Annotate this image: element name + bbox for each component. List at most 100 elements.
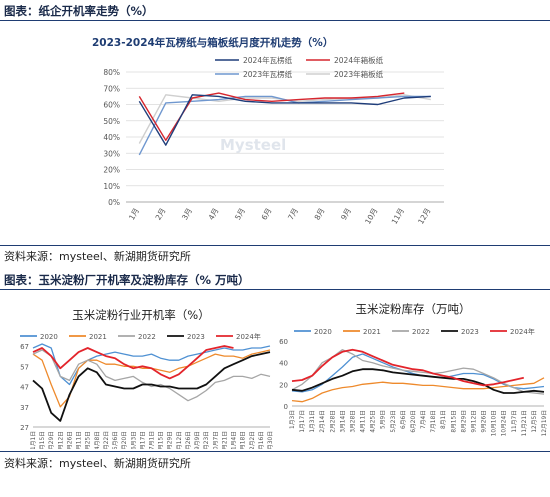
x-tick-label: 7月1日: [149, 431, 156, 449]
series-line: [32, 343, 271, 386]
x-tick-label: 5月6日: [112, 431, 119, 449]
series-line: [291, 377, 545, 403]
y-tick-label: 27: [20, 424, 29, 432]
y-tick-label: 40%: [103, 133, 120, 142]
y-tick-label: 37: [20, 404, 29, 412]
x-tick-label: 12月16日: [258, 431, 265, 449]
x-tick-label: 12月5日: [531, 410, 538, 433]
x-tick-label: 8月1日: [440, 410, 447, 429]
y-tick-label: 20: [279, 381, 288, 389]
legend-label: 2023: [187, 333, 205, 341]
x-tick-label: 3月25日: [85, 431, 92, 449]
x-tick-label: 10月21日: [221, 431, 228, 449]
figure-caption-1: 图表：纸企开机率走势（%）: [4, 4, 154, 18]
source-note-2: 资料来源：mysteel、新湖期货研究所: [4, 457, 191, 470]
x-tick-label: 9月9日: [194, 431, 201, 449]
chart-title: 玉米淀粉行业开机率（%）: [72, 308, 209, 322]
x-tick-label: 11月: [390, 207, 406, 226]
x-tick-label: 6月17日: [139, 431, 146, 449]
x-tick-label: 10月7日: [212, 431, 219, 449]
legend-label: 2023年箱板纸: [334, 69, 384, 79]
x-tick-label: 8月12日: [176, 431, 183, 449]
y-tick-label: 20%: [103, 166, 120, 175]
x-tick-label: 9月23日: [203, 431, 210, 449]
x-tick-label: 6月: [260, 207, 274, 222]
x-tick-label: 5月9日: [380, 410, 387, 429]
x-tick-label: 1月: [127, 207, 141, 222]
legend-label: 2023: [461, 328, 479, 336]
x-tick-label: 9月: [339, 207, 353, 222]
x-tick-label: 11月18日: [240, 431, 247, 449]
figure-caption-2: 图表：玉米淀粉厂开机率及淀粉库存（% 万吨）: [4, 273, 250, 287]
starch-inventory-chart: 玉米淀粉库存（万吨） 2020 2021 2022 2023 2024年 0 20 40 60 1月…: [279, 302, 548, 436]
y-tick-label: 50%: [103, 117, 120, 126]
y-tick-label: 10%: [103, 182, 120, 191]
x-tick-label: 8月29日: [460, 410, 467, 433]
x-tick-label: 8月: [313, 207, 327, 222]
x-tick-label: 11月4日: [231, 431, 238, 449]
x-tick-label: 2月26日: [66, 431, 73, 449]
legend-label: 2024年: [236, 332, 261, 341]
series-line: [291, 348, 524, 387]
x-tick-label: 3月11日: [76, 431, 83, 449]
x-tick-label: 3月14日: [339, 410, 346, 433]
y-tick-label: 57: [20, 363, 29, 371]
caption-rule-1: [0, 20, 550, 21]
starch-operating-rate-chart: 玉米淀粉行业开机率（%） 2020 2021 2022 2023 2024年 27 37 47 5…: [20, 308, 274, 449]
legend-label: 2020: [40, 333, 58, 341]
y-tick-label: 70%: [103, 84, 120, 93]
y-tick-label: 40: [279, 360, 288, 368]
series-line: [138, 95, 431, 156]
x-tick-label: 1月29日: [48, 431, 55, 449]
chart-title: 2023-2024年瓦楞纸与箱板纸月度开机走势（%）: [92, 36, 333, 49]
x-tick-label: 11月7日: [511, 410, 518, 433]
x-tick-label: 2月12日: [57, 431, 64, 449]
x-tick-label: 7月18日: [430, 410, 437, 433]
x-tick-label: 6月3日: [130, 431, 137, 449]
series-line: [32, 345, 234, 380]
x-tick-label: 1月3日: [289, 410, 296, 429]
y-tick-label: 30%: [103, 149, 120, 158]
x-tick-label: 12月19日: [541, 410, 548, 436]
x-tick-label: 1月15日: [39, 431, 46, 449]
y-tick-label: 67: [20, 343, 29, 351]
chart-title: 玉米淀粉库存（万吨）: [356, 302, 471, 316]
series-line: [32, 351, 271, 422]
x-tick-label: 3月28日: [349, 410, 356, 433]
x-tick-label: 9月12日: [470, 410, 477, 433]
x-tick-label: 4月: [207, 207, 221, 222]
x-tick-label: 7月4日: [420, 410, 427, 429]
x-tick-label: 4月8日: [94, 431, 101, 449]
x-tick-label: 5月20日: [121, 431, 128, 449]
y-tick-label: 60: [279, 338, 288, 346]
legend-label: 2022: [138, 333, 156, 341]
legend-label: 2024年瓦楞纸: [243, 55, 293, 65]
source-rule-1: [0, 245, 550, 246]
x-tick-label: 7月29日: [167, 431, 174, 449]
x-tick-label: 2月14日: [319, 410, 326, 433]
x-tick-label: 3月: [180, 207, 194, 222]
x-tick-label: 11月21日: [521, 410, 528, 436]
y-tick-label: 0: [284, 403, 288, 411]
legend-label: 2024年箱板纸: [334, 55, 384, 65]
y-tick-label: 47: [20, 384, 29, 392]
x-tick-label: 10月: [363, 207, 379, 226]
x-tick-label: 4月25日: [370, 410, 377, 433]
series-line: [291, 368, 545, 394]
caption-rule-2: [0, 289, 550, 290]
x-tick-label: 1月31日: [309, 410, 316, 433]
x-tick-label: 2月28日: [329, 410, 336, 433]
x-tick-label: 1月17日: [299, 410, 306, 433]
paper-operating-rate-chart: 2023-2024年瓦楞纸与箱板纸月度开机走势（%） Mysteel 0% 10% 20…: [92, 36, 444, 226]
x-tick-label: 5月: [233, 207, 247, 222]
x-tick-label: 6月20日: [410, 410, 417, 433]
series-line: [138, 92, 405, 141]
series-line: [138, 94, 431, 146]
y-tick-label: 60%: [103, 101, 120, 110]
x-tick-label: 5月23日: [390, 410, 397, 433]
y-tick-label: 80%: [103, 68, 120, 77]
x-tick-label: 8月26日: [185, 431, 192, 449]
x-tick-label: 6月6日: [400, 410, 407, 429]
x-tick-label: 12月2日: [249, 431, 256, 449]
y-tick-label: 0%: [108, 198, 120, 207]
